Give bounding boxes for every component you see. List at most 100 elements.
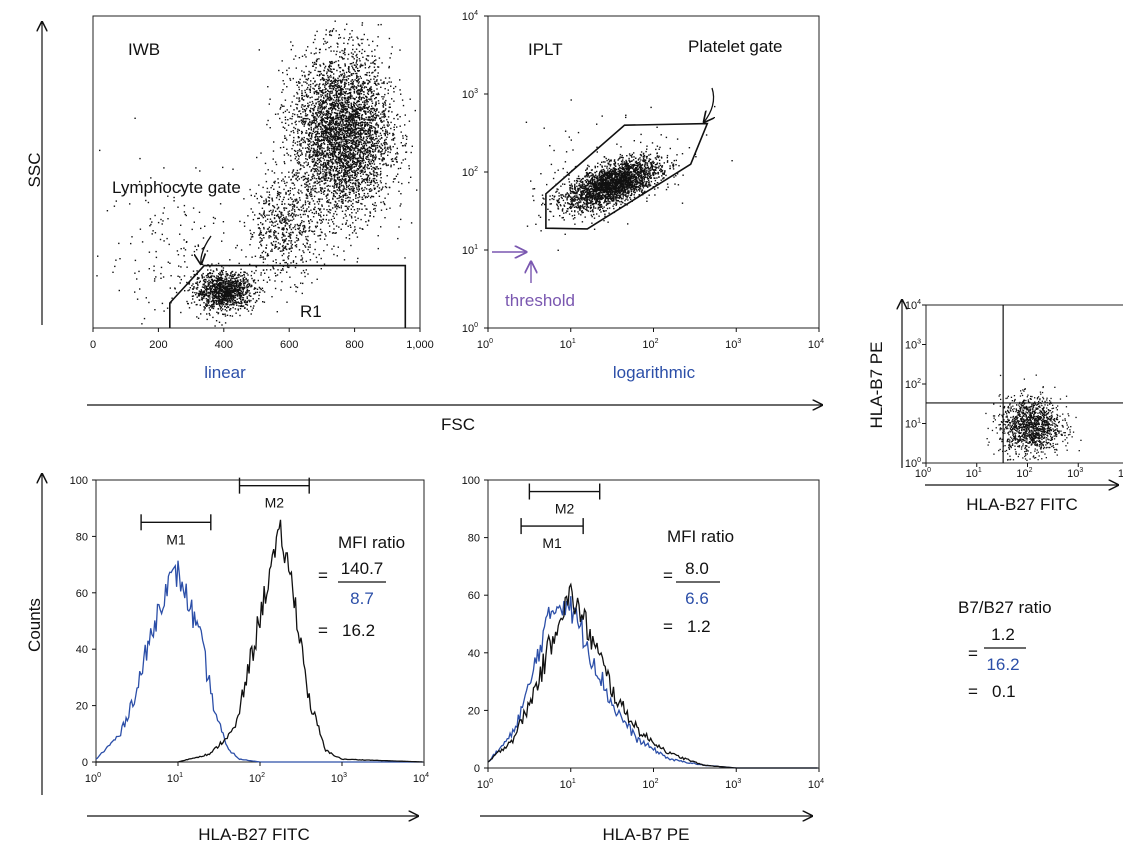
data-point xyxy=(402,135,403,136)
data-point xyxy=(387,175,388,176)
data-point xyxy=(322,164,323,165)
data-point xyxy=(354,98,355,99)
data-point xyxy=(324,137,325,138)
data-point xyxy=(216,268,217,269)
data-point xyxy=(333,232,334,233)
data-point xyxy=(210,305,211,306)
data-point xyxy=(368,55,369,56)
data-point xyxy=(323,38,324,39)
data-point xyxy=(345,65,346,66)
data-point xyxy=(330,136,331,137)
data-point xyxy=(382,188,383,189)
data-point xyxy=(231,304,232,305)
data-point xyxy=(309,183,310,184)
data-point xyxy=(308,74,309,75)
data-point xyxy=(334,95,335,96)
data-point xyxy=(328,108,329,109)
data-point xyxy=(334,167,335,168)
data-point xyxy=(385,163,386,164)
data-point xyxy=(322,136,323,137)
data-point xyxy=(343,53,344,54)
data-point xyxy=(353,163,354,164)
data-point xyxy=(328,219,329,220)
data-point xyxy=(264,302,265,303)
data-point xyxy=(233,284,234,285)
data-point xyxy=(374,130,375,131)
data-point xyxy=(245,282,246,283)
data-point xyxy=(298,155,299,156)
data-point xyxy=(323,63,324,64)
data-point xyxy=(334,149,335,150)
data-point xyxy=(330,157,331,158)
data-point xyxy=(352,206,353,207)
data-point xyxy=(294,184,295,185)
data-point xyxy=(202,277,203,278)
data-point xyxy=(325,156,326,157)
data-point xyxy=(244,294,245,295)
data-point xyxy=(227,295,228,296)
data-point xyxy=(347,93,348,94)
data-point xyxy=(334,133,335,134)
data-point xyxy=(260,274,261,275)
data-point xyxy=(334,204,335,205)
data-point xyxy=(191,285,192,286)
data-point xyxy=(367,142,368,143)
data-point xyxy=(299,130,300,131)
data-point xyxy=(390,152,391,153)
data-point xyxy=(325,115,326,116)
data-point xyxy=(344,63,345,64)
data-point xyxy=(224,306,225,307)
data-point xyxy=(242,281,243,282)
data-point xyxy=(228,297,229,298)
data-point xyxy=(362,170,363,171)
data-point xyxy=(391,111,392,112)
data-point xyxy=(218,278,219,279)
data-point xyxy=(350,134,351,135)
data-point xyxy=(359,93,360,94)
data-point xyxy=(339,124,340,125)
data-point xyxy=(391,98,392,99)
data-point xyxy=(328,111,329,112)
data-point xyxy=(383,125,384,126)
data-point xyxy=(337,103,338,104)
data-point xyxy=(275,161,276,162)
data-point xyxy=(369,189,370,190)
data-point xyxy=(386,209,387,210)
data-point xyxy=(247,298,248,299)
data-point xyxy=(396,156,397,157)
data-point xyxy=(387,83,388,84)
data-point xyxy=(245,301,246,302)
data-point xyxy=(301,131,302,132)
data-point xyxy=(334,83,335,84)
data-point xyxy=(323,142,324,143)
data-point xyxy=(220,279,221,280)
data-point xyxy=(208,284,209,285)
data-point xyxy=(320,127,321,128)
data-point xyxy=(335,140,336,141)
data-point xyxy=(334,177,335,178)
data-point xyxy=(342,147,343,148)
data-point xyxy=(335,134,336,135)
data-point xyxy=(306,115,307,116)
data-point xyxy=(217,279,218,280)
data-point xyxy=(239,284,240,285)
data-point xyxy=(319,201,320,202)
data-point xyxy=(232,283,233,284)
data-point xyxy=(361,39,362,40)
data-point xyxy=(351,212,352,213)
data-point xyxy=(346,91,347,92)
data-point xyxy=(311,97,312,98)
data-point xyxy=(194,301,195,302)
data-point xyxy=(328,205,329,206)
data-point xyxy=(367,138,368,139)
data-point xyxy=(314,62,315,63)
data-point xyxy=(342,152,343,153)
data-point xyxy=(235,295,236,296)
data-point xyxy=(371,168,372,169)
data-point xyxy=(258,295,259,296)
data-point xyxy=(401,183,402,184)
data-point xyxy=(328,132,329,133)
data-point xyxy=(364,205,365,206)
data-point xyxy=(316,165,317,166)
